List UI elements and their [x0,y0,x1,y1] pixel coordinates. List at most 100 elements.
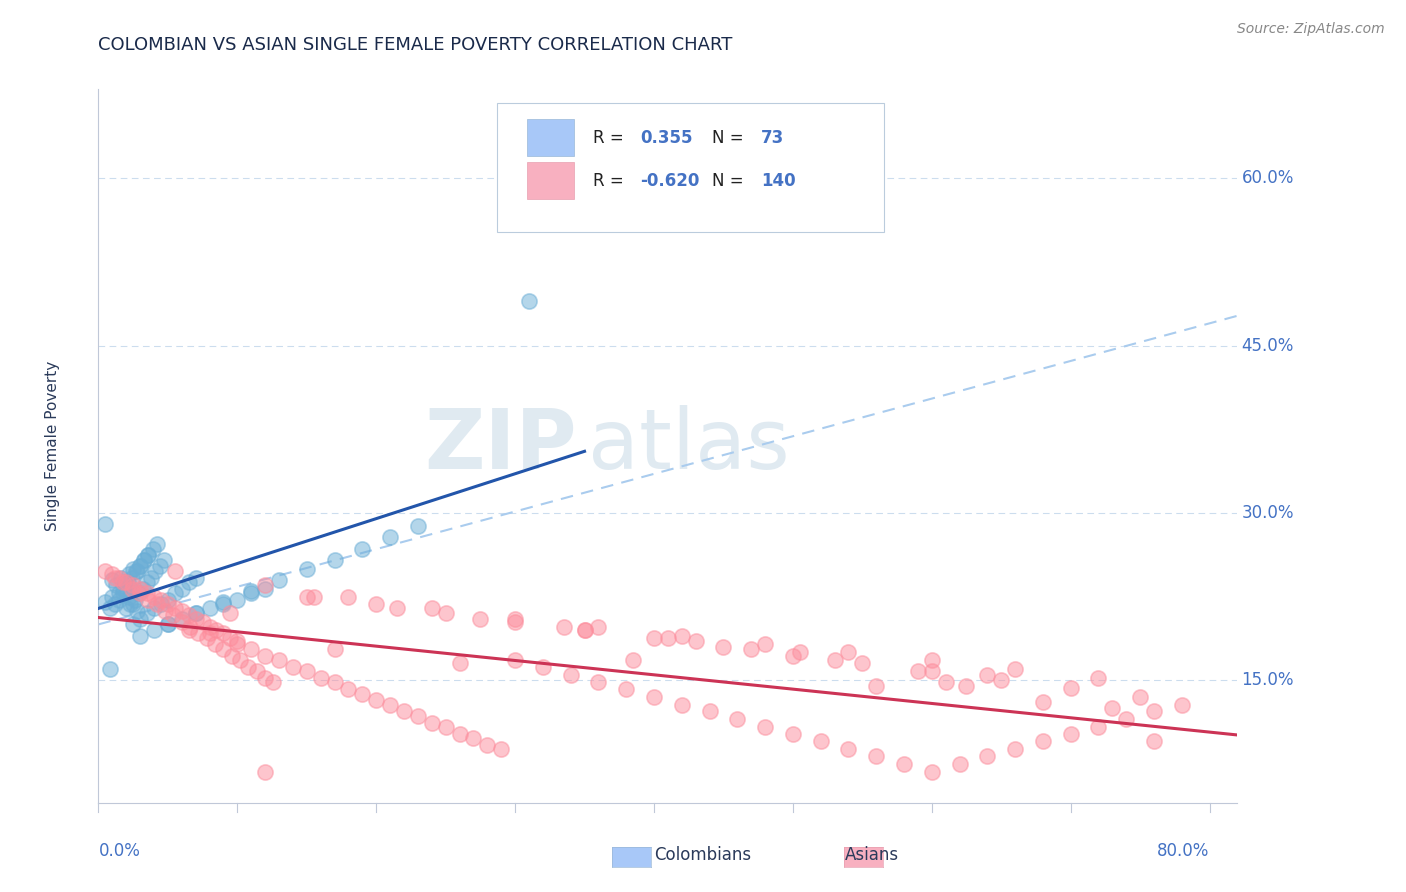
Point [699,705,721,719]
Point [837,645,859,659]
Point [118,590,141,604]
Point [406,519,429,533]
Point [671,628,693,642]
Point [134,552,156,567]
Point [170,615,193,630]
Point [907,664,929,678]
Point [184,571,207,585]
Point [685,634,707,648]
Point [170,604,193,618]
Text: 60.0%: 60.0% [1241,169,1294,187]
Point [149,598,172,612]
Point [117,574,139,589]
Point [205,623,228,637]
Point [246,664,269,678]
Text: -0.620: -0.620 [641,171,700,189]
Text: Colombians: Colombians [654,846,752,863]
Point [643,690,665,704]
Point [238,660,260,674]
Point [163,600,186,615]
Point [152,552,174,567]
Point [112,574,135,589]
Point [503,653,526,667]
Point [503,612,526,626]
Text: N =: N = [713,128,744,146]
Point [198,626,221,640]
Point [212,642,235,657]
Point [657,631,679,645]
Point [120,598,142,612]
Point [115,574,138,589]
Point [921,653,943,667]
Point [122,562,145,576]
Text: ZIP: ZIP [425,406,576,486]
Point [115,583,138,598]
Point [179,619,201,633]
Text: 80.0%: 80.0% [1157,842,1209,860]
Point [921,664,943,678]
Point [219,607,242,621]
Point [136,586,159,600]
Point [184,607,207,621]
Point [240,642,263,657]
Text: N =: N = [713,171,744,189]
Point [138,548,160,563]
Point [295,590,318,604]
Point [138,592,160,607]
Point [531,660,554,674]
Point [323,675,346,690]
Point [136,574,159,589]
Text: 140: 140 [761,171,796,189]
Point [219,631,242,645]
Point [378,530,401,544]
Point [162,608,184,623]
Point [434,720,457,734]
Point [754,720,776,734]
Point [94,517,117,532]
Point [156,598,179,612]
Point [420,600,443,615]
Point [503,615,526,630]
Point [281,660,304,674]
Point [865,749,887,764]
Point [893,756,915,771]
Point [1129,690,1152,704]
Point [1101,701,1123,715]
Point [295,664,318,678]
Text: Asians: Asians [845,846,898,863]
Point [124,592,146,607]
Point [254,764,277,779]
Point [122,578,145,592]
Point [98,600,121,615]
Point [449,726,471,740]
Text: R =: R = [593,128,623,146]
Point [198,600,221,615]
Point [713,640,735,654]
Point [101,573,124,587]
Point [553,619,575,633]
Point [1059,681,1081,695]
Point [1032,734,1054,748]
Point [163,586,186,600]
Point [323,642,346,657]
Point [406,708,429,723]
Point [948,756,970,771]
Point [865,679,887,693]
Point [156,592,179,607]
Point [588,619,610,633]
Point [824,653,846,667]
Point [195,631,218,645]
Point [240,583,263,598]
Point [1004,662,1026,676]
Point [105,578,128,592]
Point [1143,705,1166,719]
Point [221,648,243,663]
Point [129,559,152,574]
Text: 15.0%: 15.0% [1241,671,1294,690]
Text: R =: R = [593,171,623,189]
Point [121,571,143,585]
Point [1004,742,1026,756]
Point [1115,712,1137,726]
Point [267,653,290,667]
Point [156,617,179,632]
